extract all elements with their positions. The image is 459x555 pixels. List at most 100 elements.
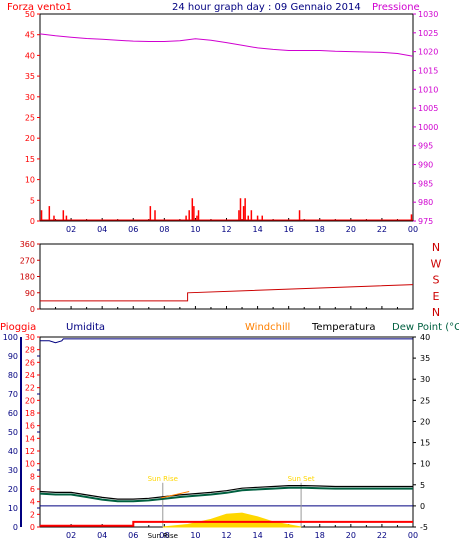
direction-axis-tick-label: 180	[20, 273, 35, 282]
top-hour-label: 10	[190, 225, 200, 234]
wind-axis-tick-label: 10	[25, 176, 35, 185]
direction-line	[40, 284, 414, 302]
top-hour-label: 08	[159, 225, 169, 234]
humidity-axis-tick-label: 60	[8, 409, 18, 418]
temperature-axis-tick-label: -5	[420, 523, 428, 532]
top-hour-label: 14	[252, 225, 262, 234]
rain-axis-tick-label: 12	[25, 447, 35, 456]
bot-hour-label: 14	[252, 531, 262, 540]
rain-axis-tick-label: 8	[30, 472, 35, 481]
humidity-axis-tick-label: 30	[8, 466, 18, 475]
humidity-axis-tick-label: 0	[13, 523, 18, 532]
humidity-axis-tick-label: 50	[8, 428, 18, 437]
direction-axis-tick-label: 270	[20, 256, 35, 265]
temperature-axis-tick-label: 0	[420, 502, 425, 511]
rain-axis-tick-label: 18	[25, 409, 35, 418]
wind-pressure-chart: 0510152025303540455097598098599099510001…	[25, 10, 439, 234]
top-hour-label: 06	[128, 225, 138, 234]
compass-letter: E	[433, 290, 440, 303]
temperature-axis-tick-label: 20	[420, 417, 430, 426]
humidity-axis-tick-label: 10	[8, 504, 18, 513]
rain-axis-label: Pioggia	[0, 322, 36, 333]
rain-axis-tick-label: 4	[30, 498, 35, 507]
bot-hour-label: 20	[346, 531, 356, 540]
rain-line	[40, 520, 413, 527]
direction-axis-tick-label: 0	[30, 305, 35, 314]
pressure-axis-tick-label: 1005	[418, 104, 438, 113]
bot-hour-label: 10	[190, 531, 200, 540]
windchill-axis-label: Windchill	[245, 322, 290, 333]
pressure-axis-tick-label: 1010	[418, 85, 438, 94]
bot-hour-label: 18	[315, 531, 325, 540]
bot-hour-label: 12	[221, 531, 231, 540]
pressure-axis-tick-label: 990	[418, 161, 433, 170]
top-hour-label: 18	[315, 225, 325, 234]
temperature-axis-tick-label: 25	[420, 396, 430, 405]
rain-axis-tick-label: 0	[30, 523, 35, 532]
sunset-label: Sun Set	[288, 475, 315, 483]
rain-humidity-temperature-chart: 0102030405060708090100024681012141618202…	[3, 333, 430, 540]
top-hour-label: 02	[66, 225, 76, 234]
wind-axis-tick-label: 40	[25, 51, 35, 60]
rain-axis-tick-label: 24	[25, 371, 35, 380]
temperature-line	[39, 485, 413, 500]
sunrise-axis-label: Sun Rise	[148, 532, 178, 540]
rain-axis-tick-label: 28	[25, 346, 35, 355]
top-hour-label: 00	[408, 225, 418, 234]
temperature-axis-label: Temperatura	[311, 322, 376, 333]
compass-letter: S	[433, 274, 440, 287]
wind-axis-label: Forza vento1	[7, 2, 72, 13]
bot-hour-label: 06	[128, 531, 138, 540]
humidity-axis-tick-label: 80	[8, 371, 18, 380]
wind-axis-tick-label: 50	[25, 10, 35, 19]
rain-axis-tick-label: 10	[25, 460, 35, 469]
wind-axis-tick-label: 35	[25, 72, 35, 81]
compass-letter: N	[432, 306, 440, 319]
dewpoint-line	[39, 486, 413, 503]
humidity-axis-tick-label: 20	[8, 485, 18, 494]
wind-axis-tick-label: 5	[30, 196, 35, 205]
pressure-axis-tick-label: 1025	[418, 29, 438, 38]
temperature-axis-tick-label: 5	[420, 481, 425, 490]
humidity-line	[40, 338, 413, 344]
compass-letter: N	[432, 241, 440, 254]
wind-axis-tick-label: 25	[25, 114, 35, 123]
bot-hour-label: 02	[66, 531, 76, 540]
pressure-axis-tick-label: 1000	[418, 123, 438, 132]
page-title: 24 hour graph day : 09 Gennaio 2014	[172, 2, 361, 13]
bot-hour-label: 00	[408, 531, 418, 540]
wind-axis-tick-label: 15	[25, 155, 35, 164]
bot-hour-label: 08	[159, 531, 169, 540]
rain-axis-tick-label: 16	[25, 422, 35, 431]
pressure-axis-tick-label: 1020	[418, 48, 438, 57]
wind-axis-tick-label: 0	[30, 217, 35, 226]
humidity-axis-tick-label: 100	[3, 333, 18, 342]
pressure-axis-tick-label: 980	[418, 198, 433, 207]
sunrise-label: Sun Rise	[148, 475, 178, 483]
rain-axis-tick-label: 2	[30, 510, 35, 519]
top-hour-label: 12	[221, 225, 231, 234]
temperature-axis-tick-label: 35	[420, 354, 430, 363]
top-hour-label: 16	[284, 225, 294, 234]
bot-hour-label: 22	[377, 531, 387, 540]
pressure-axis-tick-label: 1030	[418, 10, 438, 19]
pressure-axis-tick-label: 995	[418, 142, 433, 151]
direction-axis-tick-label: 360	[20, 240, 35, 249]
temperature-axis-tick-label: 10	[420, 460, 430, 469]
wind-axis-tick-label: 30	[25, 93, 35, 102]
top-hour-label: 04	[97, 225, 107, 234]
rain-axis-tick-label: 6	[30, 485, 35, 494]
direction-axis-tick-label: 90	[25, 289, 35, 298]
bot-hour-label: 04	[97, 531, 107, 540]
pressure-axis-tick-label: 985	[418, 179, 433, 188]
humidity-axis-tick-label: 70	[8, 390, 18, 399]
pressure-line	[39, 33, 414, 57]
pressure-axis-label: Pressione	[372, 2, 420, 13]
wind-axis-tick-label: 20	[25, 134, 35, 143]
humidity-axis-label: Umidita	[66, 322, 105, 333]
bot-hour-label: 16	[284, 531, 294, 540]
rain-axis-tick-label: 22	[25, 384, 35, 393]
